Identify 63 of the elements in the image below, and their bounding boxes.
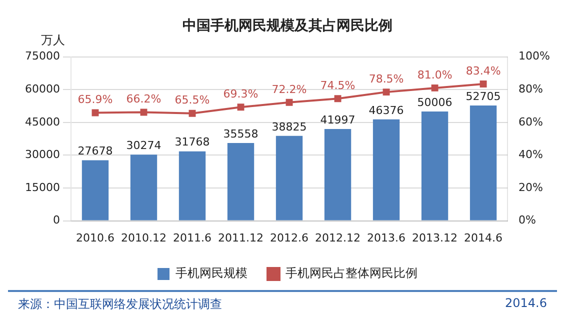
data-label: 69.3% bbox=[223, 88, 258, 101]
x-tick-label: 2014.6 bbox=[464, 231, 503, 244]
point bbox=[140, 108, 148, 116]
data-label: 65.9% bbox=[78, 93, 113, 106]
data-label: 27678 bbox=[78, 144, 113, 158]
point bbox=[92, 109, 99, 116]
x-tick-label: 2012.12 bbox=[315, 231, 361, 244]
x-tick-label: 2012.6 bbox=[270, 231, 309, 244]
bar bbox=[421, 111, 448, 220]
y2-tick-label: 80% bbox=[518, 82, 544, 96]
point bbox=[480, 80, 487, 88]
y-tick-label: 45000 bbox=[24, 115, 60, 128]
y-tick-label: 0 bbox=[52, 214, 60, 227]
y2-tick-label: 0% bbox=[518, 214, 536, 227]
x-tick-label: 2010.6 bbox=[76, 231, 114, 244]
data-label: 83.4% bbox=[466, 64, 501, 78]
data-label: 35558 bbox=[223, 127, 258, 140]
data-label: 65.5% bbox=[174, 94, 210, 107]
y2-tick-label: 40% bbox=[518, 148, 544, 162]
data-label: 52705 bbox=[466, 90, 501, 103]
bar bbox=[372, 119, 400, 220]
x-tick-label: 2010.12 bbox=[121, 231, 167, 244]
y-tick-label: 15000 bbox=[24, 180, 60, 194]
bar bbox=[276, 136, 303, 220]
data-label: 46376 bbox=[368, 104, 404, 117]
data-label: 38825 bbox=[272, 120, 307, 134]
point bbox=[237, 104, 244, 111]
x-tick-label: 2013.6 bbox=[367, 231, 406, 244]
legend-label: 手机网民规模 bbox=[176, 266, 248, 280]
data-label: 72.2% bbox=[272, 82, 307, 96]
y-tick-label: 75000 bbox=[24, 50, 60, 63]
data-label: 66.2% bbox=[126, 92, 162, 106]
point bbox=[334, 95, 342, 102]
data-label: 78.5% bbox=[368, 72, 404, 86]
bar bbox=[130, 154, 158, 220]
data-label: 50006 bbox=[417, 96, 452, 109]
y2-tick-label: 20% bbox=[518, 180, 544, 194]
data-label: 41997 bbox=[320, 113, 356, 126]
x-tick-label: 2011.12 bbox=[218, 231, 264, 244]
point bbox=[188, 110, 196, 117]
x-tick-label: 2013.12 bbox=[412, 231, 458, 244]
source-note: 来源：中国互联网络发展状况统计调查 bbox=[18, 296, 222, 313]
legend-label: 手机网民占整体网民比例 bbox=[286, 266, 418, 280]
text: 2014.6 bbox=[505, 296, 547, 312]
bar bbox=[470, 106, 497, 220]
data-label: 81.0% bbox=[417, 68, 452, 82]
y-tick-label: 30000 bbox=[24, 148, 60, 162]
x-tick-label: 2011.6 bbox=[173, 231, 212, 244]
y2-tick-label: 60% bbox=[518, 115, 544, 128]
y-tick-label: 60000 bbox=[24, 82, 60, 96]
data-label: 74.5% bbox=[320, 78, 356, 92]
data-label: 30274 bbox=[126, 138, 162, 152]
point bbox=[382, 88, 390, 96]
bar bbox=[227, 143, 254, 220]
chart-title: 中国手机网民规模及其占网民比例 bbox=[182, 17, 392, 34]
point bbox=[431, 84, 438, 92]
data-label: 31768 bbox=[174, 136, 210, 149]
y2-tick-label: 100% bbox=[518, 50, 550, 63]
bar bbox=[178, 151, 206, 220]
bar bbox=[324, 128, 352, 220]
bar bbox=[82, 160, 109, 220]
point bbox=[286, 98, 293, 106]
y-axis-title: 万人 bbox=[40, 32, 65, 47]
